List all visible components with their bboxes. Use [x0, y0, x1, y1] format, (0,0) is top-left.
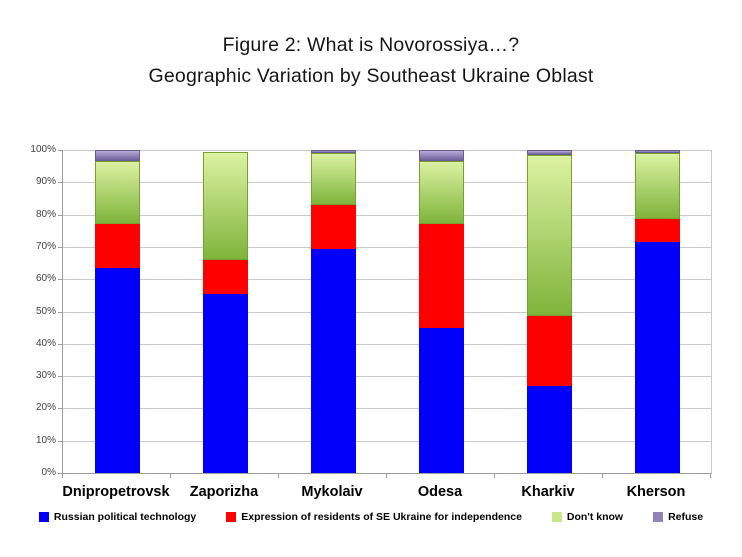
y-axis-tick-label: 100% — [30, 144, 56, 155]
y-axis-tick — [58, 376, 62, 378]
bar-segment — [94, 161, 140, 225]
y-axis-tick — [58, 279, 62, 281]
y-axis-tick — [58, 214, 62, 216]
bar-segment — [526, 154, 572, 317]
bar-segment — [310, 204, 356, 249]
bar-segment — [418, 327, 464, 473]
y-axis-tick — [58, 246, 62, 248]
y-axis-tick-label: 10% — [35, 434, 56, 446]
plot-area — [62, 150, 712, 474]
x-axis-category-label: Odesa — [417, 484, 463, 500]
bar-segment — [202, 293, 248, 473]
y-axis-tick — [58, 182, 62, 184]
bar-segment — [634, 242, 680, 473]
bar-segment — [310, 248, 356, 473]
y-axis-tick — [58, 473, 62, 474]
bar-segment — [634, 150, 680, 154]
y-axis-tick-label: 80% — [35, 208, 56, 220]
bar-segment — [94, 150, 140, 162]
legend-item: Expression of residents of SE Ukraine fo… — [226, 511, 522, 523]
bar-segment — [418, 161, 464, 225]
x-axis-tick — [494, 474, 495, 478]
gridline — [63, 440, 711, 442]
y-axis-tick-label: 50% — [35, 305, 56, 317]
x-axis-tick — [386, 474, 387, 478]
chart-title-line1: Figure 2: What is Novorossiya…? — [222, 34, 520, 56]
legend-label: Don't know — [566, 511, 624, 523]
legend-label: Russian political technology — [53, 511, 197, 523]
legend-swatch-icon — [226, 512, 237, 522]
legend-item: Don't know — [551, 511, 624, 523]
legend-swatch-icon — [551, 512, 562, 522]
bar-segment — [202, 151, 248, 260]
bar-segment — [634, 219, 680, 243]
x-axis-category-label: Kherson — [626, 484, 686, 500]
legend-label: Expression of residents of SE Ukraine fo… — [241, 511, 522, 523]
gridline — [63, 246, 711, 248]
y-axis-tick-label: 40% — [35, 337, 56, 349]
bar-segment — [526, 150, 572, 155]
chart-title: Figure 2: What is Novorossiya…? Geograph… — [0, 30, 742, 92]
gridline — [63, 279, 711, 281]
bar-segment — [94, 267, 140, 473]
bar-segment — [634, 153, 680, 220]
y-axis-tick — [58, 343, 62, 345]
bar-segment — [418, 150, 464, 162]
y-axis-tick — [58, 311, 62, 313]
y-axis-tick-label: 60% — [35, 273, 56, 285]
x-axis-tick — [62, 474, 63, 478]
y-axis-tick — [58, 408, 62, 410]
gridline — [63, 408, 711, 410]
legend-item: Russian political technology — [38, 511, 197, 523]
legend: Russian political technology Expression o… — [0, 511, 742, 523]
x-axis-category-label: Kharkiv — [521, 484, 575, 500]
x-axis-category-label: Mykolaiv — [301, 484, 363, 500]
y-axis-tick — [58, 440, 62, 442]
legend-item: Refuse — [653, 511, 703, 523]
gridline — [63, 376, 711, 378]
bar-segment — [202, 259, 248, 294]
gridline — [63, 182, 711, 184]
bar-segment — [94, 224, 140, 268]
gridline — [63, 214, 711, 216]
bar-segment — [310, 153, 356, 205]
x-axis-category-label: Zaporizha — [189, 484, 259, 500]
bar-segment — [526, 385, 572, 473]
legend-swatch-icon — [653, 512, 664, 522]
bar-segment — [526, 316, 572, 386]
x-axis-tick — [710, 474, 711, 478]
x-axis-tick — [278, 474, 279, 478]
legend-swatch-icon — [38, 512, 49, 522]
x-axis-tick — [170, 474, 171, 478]
gridline — [63, 343, 711, 345]
bar-segment — [418, 224, 464, 328]
gridline — [63, 311, 711, 313]
x-axis-category-label: Dnipropetrovsk — [62, 484, 170, 500]
y-axis-tick-label: 70% — [35, 240, 56, 252]
y-axis-tick — [58, 150, 62, 151]
x-axis-tick — [602, 474, 603, 478]
y-axis-tick-label: 20% — [35, 402, 56, 414]
y-axis-tick-label: 0% — [41, 467, 56, 478]
chart-title-line2: Geographic Variation by Southeast Ukrain… — [148, 64, 594, 87]
bar-segment — [310, 150, 356, 154]
y-axis-tick-label: 30% — [35, 370, 56, 382]
y-axis-tick-label: 90% — [35, 176, 56, 188]
gridline — [63, 150, 711, 151]
legend-label: Refuse — [668, 511, 704, 523]
